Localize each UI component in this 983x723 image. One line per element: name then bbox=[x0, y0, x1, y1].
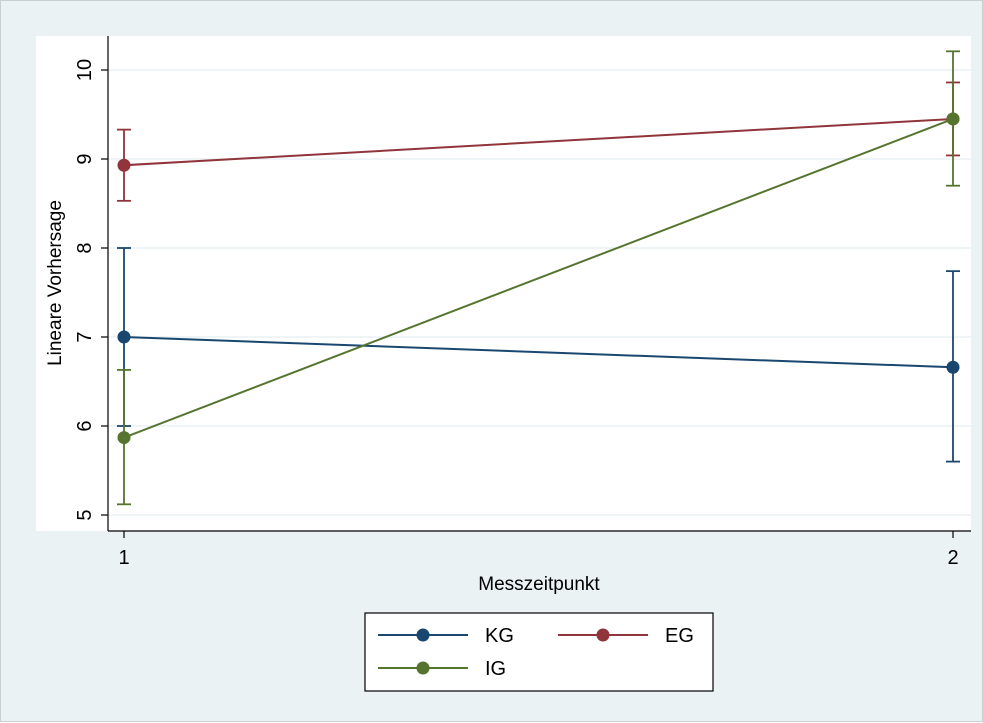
legend-marker-KG bbox=[416, 628, 430, 642]
data-point bbox=[117, 330, 131, 344]
y-tick-label: 6 bbox=[74, 420, 96, 431]
x-tick-label: 2 bbox=[947, 547, 958, 569]
legend-box bbox=[364, 612, 714, 692]
y-axis-label: Lineare Vorhersage bbox=[45, 200, 66, 366]
legend-marker-IG bbox=[416, 661, 430, 675]
series-line bbox=[123, 118, 954, 439]
y-tick-label: 8 bbox=[74, 242, 96, 253]
data-point bbox=[117, 158, 131, 172]
data-point bbox=[946, 112, 960, 126]
y-tick-label: 9 bbox=[74, 153, 96, 164]
legend-label-KG: KG bbox=[485, 625, 514, 647]
y-tick-label: 10 bbox=[74, 59, 96, 81]
y-ticks: 5 6 7 8 9 10 bbox=[74, 59, 108, 521]
x-tick-label: 1 bbox=[118, 547, 129, 569]
data-point bbox=[946, 360, 960, 374]
legend: KG EG IG bbox=[364, 612, 714, 692]
y-tick-label: 7 bbox=[74, 331, 96, 342]
series-IG bbox=[117, 50, 960, 506]
data-point bbox=[117, 431, 131, 445]
legend-marker-EG bbox=[596, 628, 610, 642]
y-tick-label: 5 bbox=[74, 509, 96, 520]
x-axis-label: Messzeitpunkt bbox=[478, 574, 600, 595]
legend-label-EG: EG bbox=[665, 625, 694, 647]
series-layer bbox=[117, 50, 960, 506]
series-line bbox=[123, 336, 954, 369]
legend-label-IG: IG bbox=[485, 658, 506, 680]
series-line bbox=[123, 117, 954, 167]
axes bbox=[107, 36, 971, 532]
plot-area bbox=[36, 36, 971, 531]
